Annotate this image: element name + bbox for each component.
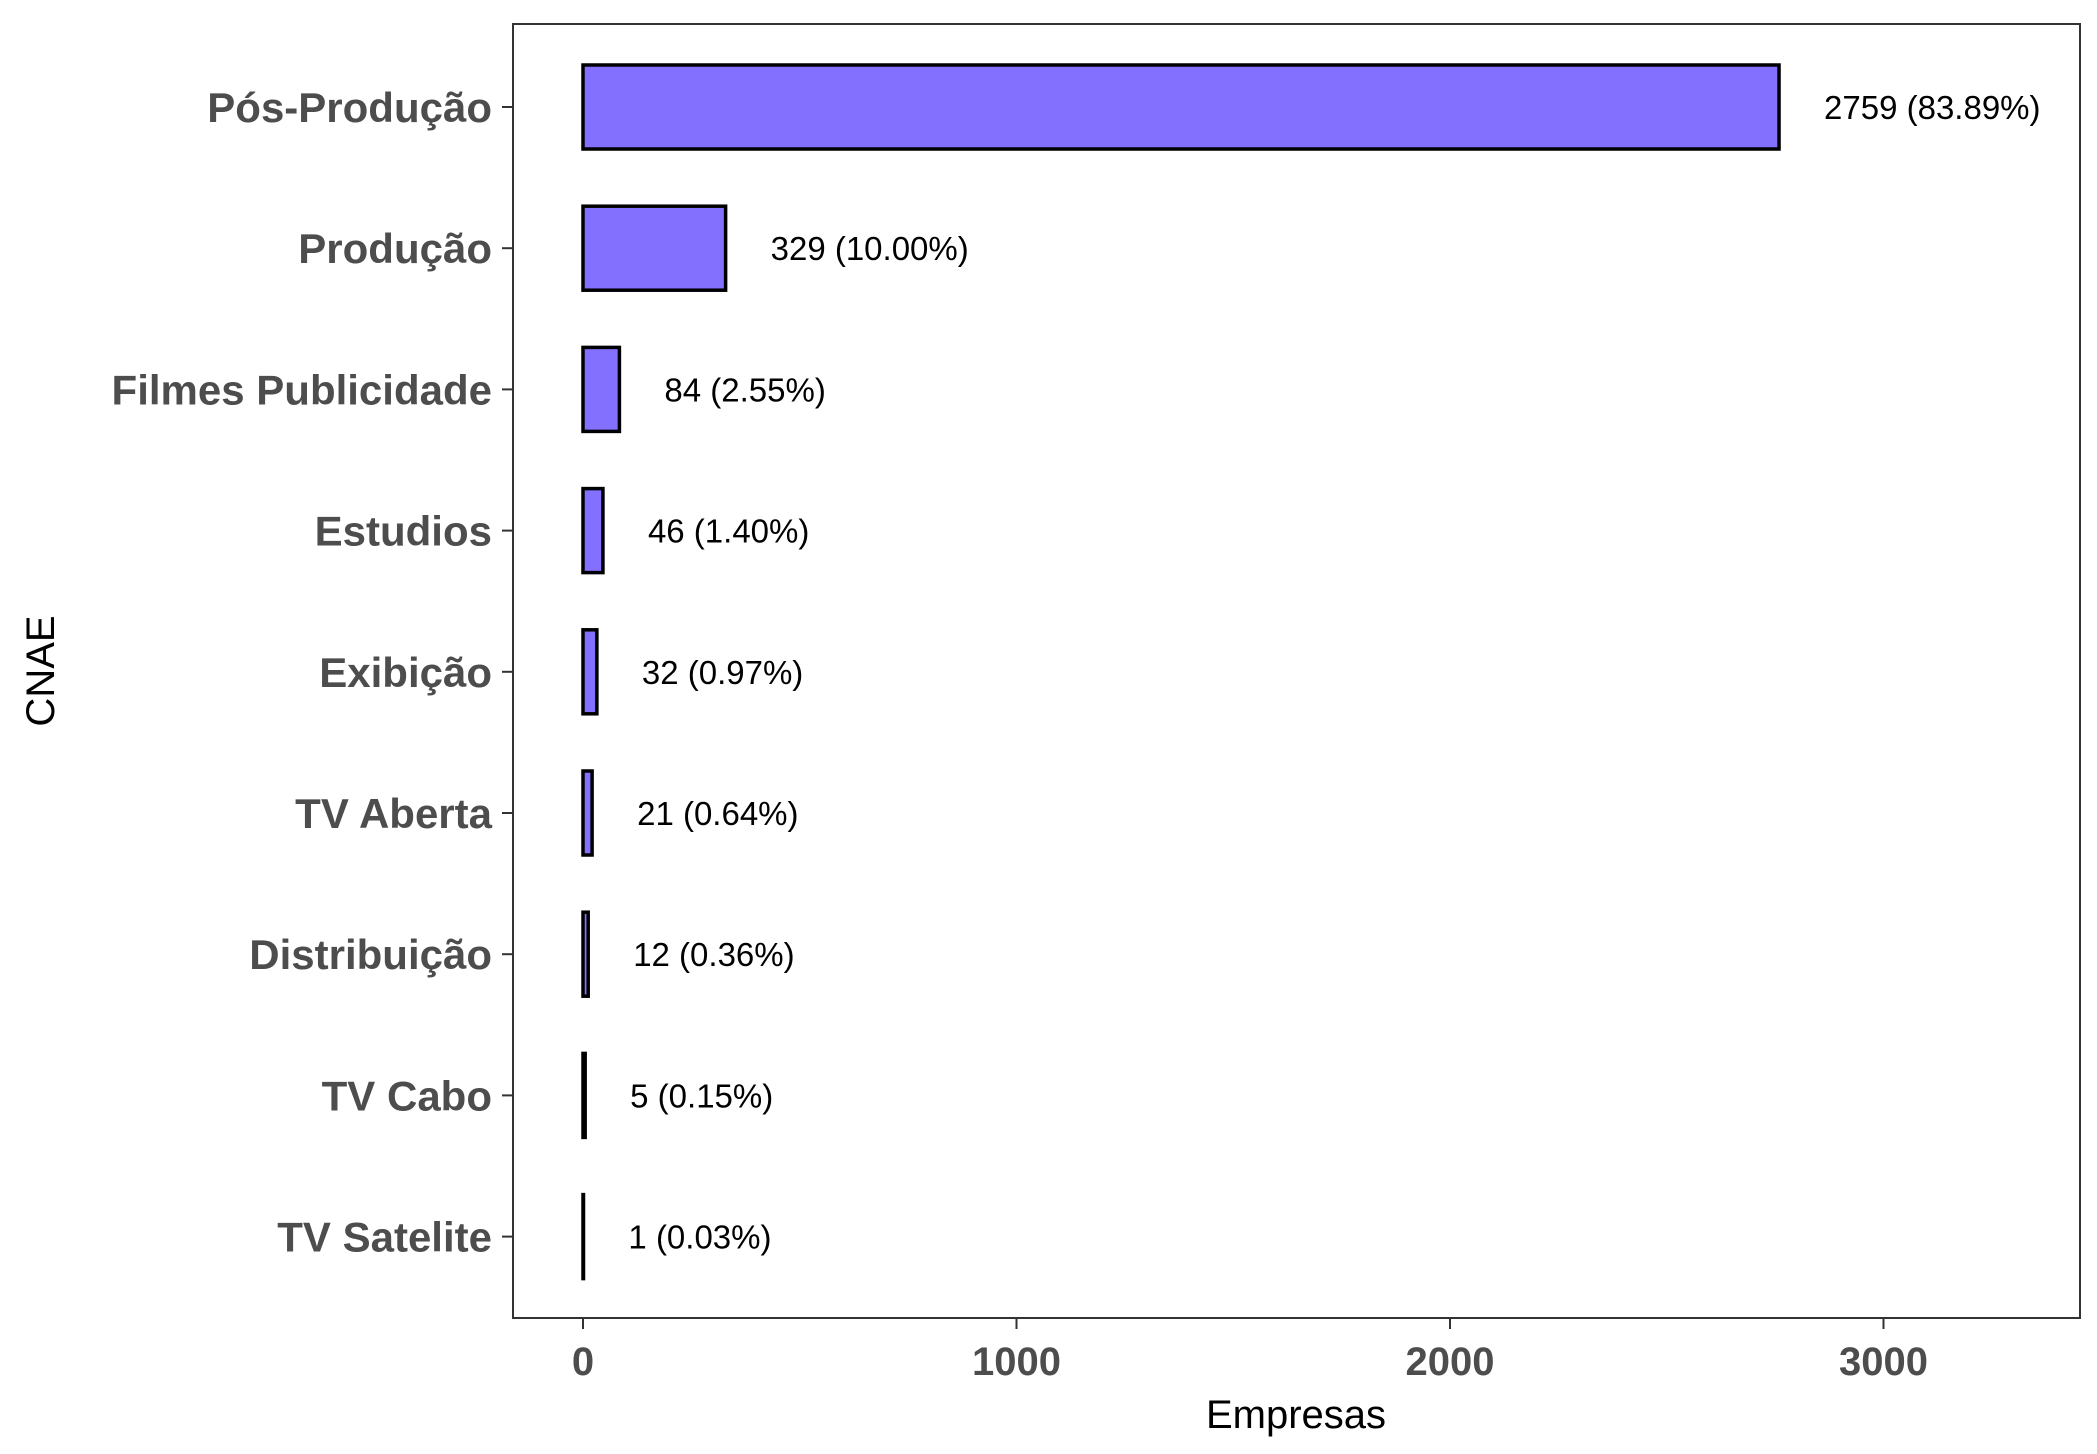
data-labels-group: 2759 (83.89%) 329 (10.00%) 84 (2.55%) 46 (1… (628, 89, 2040, 1256)
data-label-filmes-publicidade: 84 (2.55%) (664, 371, 825, 408)
data-label-producao: 329 (10.00%) (771, 230, 969, 267)
y-tick-label-producao: Produção (298, 225, 492, 272)
data-label-tv-cabo: 5 (0.15%) (630, 1077, 773, 1114)
bars-group (581, 63, 1781, 1281)
y-axis: Pós-Produção Produção Filmes Publicidade Es… (112, 84, 513, 1261)
x-tick-label-3000: 3000 (1839, 1340, 1928, 1384)
y-tick-label-tv-cabo: TV Cabo (322, 1072, 492, 1119)
data-label-exibicao: 32 (0.97%) (642, 654, 803, 691)
bar-distribuicao (581, 910, 590, 998)
data-label-tv-aberta: 21 (0.64%) (637, 795, 798, 832)
bar-filmes-publicidade (581, 345, 622, 434)
bar-exibicao (581, 628, 599, 716)
y-tick-label-distribuicao: Distribuição (249, 931, 492, 978)
data-label-pos-producao: 2759 (83.89%) (1824, 89, 2040, 126)
bar-tv-cabo (581, 1051, 587, 1140)
bar-tv-satelite (581, 1192, 586, 1281)
bar-tv-aberta (581, 769, 594, 857)
data-label-estudios: 46 (1.40%) (648, 513, 809, 550)
bar-producao (581, 204, 728, 292)
y-tick-label-filmes-publicidade: Filmes Publicidade (112, 366, 492, 413)
y-tick-label-tv-satelite: TV Satelite (277, 1214, 492, 1261)
panel-border (512, 23, 2081, 1319)
y-tick-label-exibicao: Exibição (319, 649, 492, 696)
x-axis-title: Empresas (1206, 1393, 1386, 1437)
data-label-distribuicao: 12 (0.36%) (633, 936, 794, 973)
x-axis: 0 1000 2000 3000 (572, 1318, 1928, 1384)
y-tick-label-tv-aberta: TV Aberta (295, 790, 492, 837)
x-tick-label-2000: 2000 (1406, 1340, 1495, 1384)
bar-pos-producao (581, 63, 1781, 151)
x-tick-label-1000: 1000 (972, 1340, 1061, 1384)
y-tick-label-pos-producao: Pós-Produção (207, 84, 492, 131)
data-label-tv-satelite: 1 (0.03%) (628, 1219, 771, 1256)
bar-estudios (581, 486, 605, 575)
x-tick-label-0: 0 (572, 1340, 594, 1384)
y-axis-title: CNAE (19, 615, 63, 726)
y-tick-label-estudios: Estudios (315, 508, 492, 555)
